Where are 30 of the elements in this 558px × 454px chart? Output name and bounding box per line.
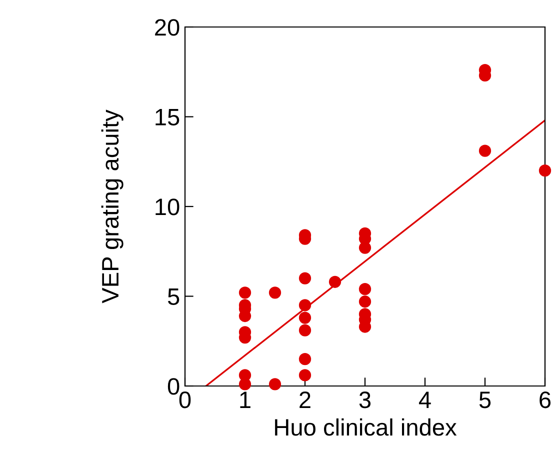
- point: [298, 353, 312, 366]
- x-tick-label: 4: [418, 392, 431, 408]
- point: [238, 286, 252, 299]
- point: [268, 286, 282, 299]
- point: [298, 272, 312, 284]
- x-tick-label: 5: [479, 392, 491, 408]
- y-tick-label: 10: [156, 198, 180, 216]
- point: [358, 282, 372, 296]
- point: [298, 299, 312, 312]
- y-tick-label: 20: [155, 19, 180, 36]
- point: [358, 242, 372, 254]
- y-tick-label: 15: [156, 109, 180, 126]
- point: [538, 164, 552, 177]
- point: [478, 144, 492, 157]
- x-tick-label: 0: [179, 391, 191, 408]
- x-tick-label: 3: [359, 391, 371, 408]
- y-tick-label: 5: [168, 288, 180, 306]
- x-axis-title: Huo clinical index: [275, 418, 457, 436]
- y-axis-title: VEP grating acuity: [101, 110, 124, 304]
- x-tick-label: 1: [240, 392, 250, 408]
- y-tick-label: 0: [168, 378, 180, 395]
- point: [328, 276, 342, 288]
- point: [238, 378, 252, 390]
- x-tick-label: 2: [300, 391, 310, 408]
- x-tick-label: 6: [540, 391, 551, 408]
- point: [358, 296, 372, 308]
- point: [298, 324, 312, 336]
- point: [298, 312, 312, 324]
- point: [268, 378, 282, 390]
- point: [298, 369, 312, 382]
